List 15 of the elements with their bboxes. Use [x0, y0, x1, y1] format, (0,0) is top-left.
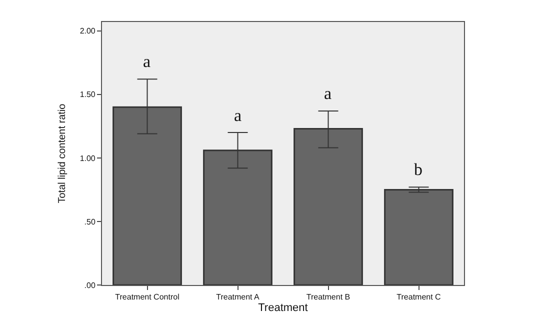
- y-axis-title: Total lipid content ratio: [56, 103, 68, 204]
- y-tick-label: .50: [84, 217, 96, 226]
- x-axis-title: Treatment: [258, 302, 308, 314]
- x-tick-label: Treatment A: [216, 292, 260, 302]
- annotation: a: [143, 52, 151, 71]
- y-tick-label: 2.00: [80, 26, 96, 36]
- x-tick-label: Treatment C: [396, 292, 442, 302]
- x-tick-label: Treatment Control: [115, 292, 180, 302]
- annotation: b: [414, 160, 422, 179]
- y-tick-label: .00: [84, 280, 96, 290]
- x-tick-label: Treatment B: [306, 292, 350, 302]
- annotation: a: [234, 106, 242, 125]
- y-tick-label: 1.00: [80, 154, 96, 163]
- annotation: a: [324, 84, 332, 103]
- y-tick-label: 1.50: [80, 90, 96, 100]
